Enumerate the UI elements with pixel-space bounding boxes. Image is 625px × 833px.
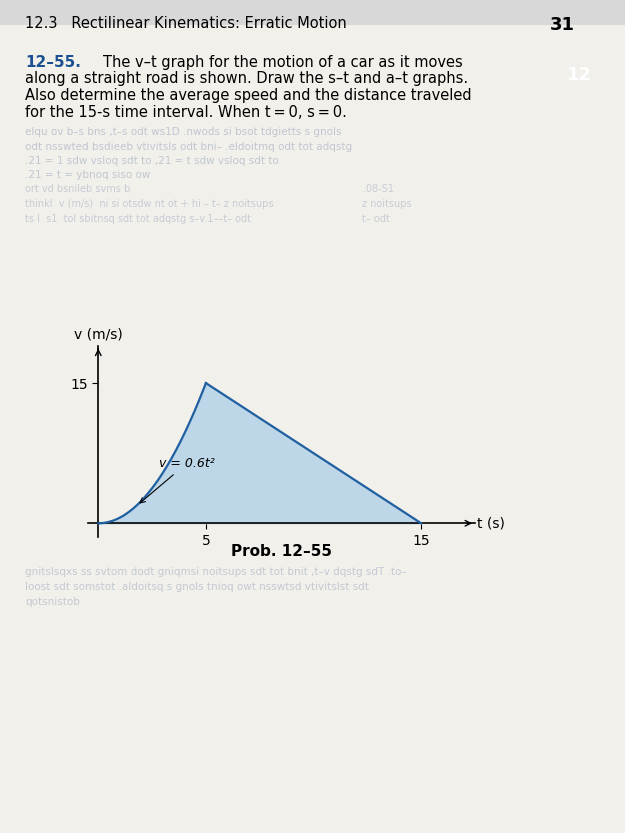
Text: t (s): t (s) (477, 516, 505, 531)
Text: Also determine the average speed and the distance traveled: Also determine the average speed and the… (25, 88, 472, 103)
Text: 12–55.: 12–55. (25, 55, 81, 70)
Text: ts l  s1  tol sbitnsq sdt tot adqstg s–v.1––t– odt: ts l s1 tol sbitnsq sdt tot adqstg s–v.1… (25, 213, 251, 223)
Text: z noitsups: z noitsups (362, 198, 412, 208)
Text: t– odt: t– odt (362, 213, 390, 223)
Text: ort vd bsnileb svms b: ort vd bsnileb svms b (25, 183, 130, 193)
Text: loost sdt somstot .aldoitsq s gnols tnioq owt nsswtsd vtivitslst sdt: loost sdt somstot .aldoitsq s gnols tnio… (25, 581, 369, 591)
Text: 12.3   Rectilinear Kinematics: Erratic Motion: 12.3 Rectilinear Kinematics: Erratic Mot… (25, 17, 347, 32)
Text: Prob. 12–55: Prob. 12–55 (231, 545, 332, 560)
Text: along a straight road is shown. Draw the s–t and a–t graphs.: along a straight road is shown. Draw the… (25, 72, 468, 87)
Text: v = 0.6t²: v = 0.6t² (140, 457, 214, 503)
Text: odt nsswted bsdieeb vtivitsls odt bni– .eldoitmq odt tot adqstg: odt nsswted bsdieeb vtivitsls odt bni– .… (25, 142, 352, 152)
Text: elqu ov b–s bns ,t–s odt ws1D .nwods si bsot tdgietts s gnols: elqu ov b–s bns ,t–s odt ws1D .nwods si … (25, 127, 341, 137)
Text: thinkl  v (m/s)  ni si otsdw nt ot + hi – t– z noitsups: thinkl v (m/s) ni si otsdw nt ot + hi – … (25, 198, 274, 208)
Text: .21 = 1 sdw vsloq sdt to ,21 = t sdw vsloq sdt to: .21 = 1 sdw vsloq sdt to ,21 = t sdw vsl… (25, 156, 279, 166)
Text: v (m/s): v (m/s) (74, 327, 122, 341)
Text: .21 = t = ybnoq siso ow: .21 = t = ybnoq siso ow (25, 170, 151, 180)
Text: gnitslsqxs ss svtom dodt gniqmsi noitsups sdt tot bnit ,t–v dqstg sdT .to–: gnitslsqxs ss svtom dodt gniqmsi noitsup… (25, 566, 407, 576)
Text: The v–t graph for the motion of a car as it moves: The v–t graph for the motion of a car as… (103, 55, 463, 70)
Text: 12: 12 (567, 66, 592, 84)
Text: 31: 31 (550, 16, 575, 34)
Text: .08-S1: .08-S1 (362, 183, 394, 193)
Text: qotsnistob: qotsnistob (25, 596, 80, 606)
Text: for the 15-s time interval. When t = 0, s = 0.: for the 15-s time interval. When t = 0, … (25, 105, 347, 120)
